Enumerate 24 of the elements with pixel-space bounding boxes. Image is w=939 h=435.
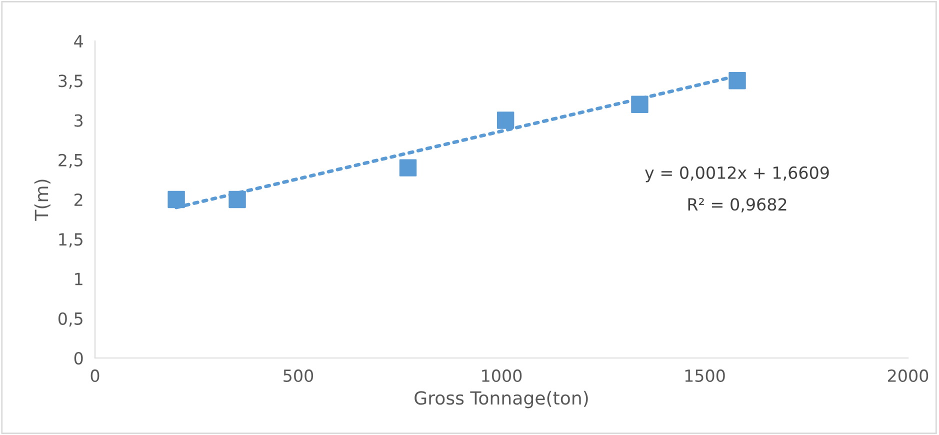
x-tick-label: 0 xyxy=(90,369,100,382)
x-tick-label: 500 xyxy=(284,369,314,382)
annotation: R² = 0,9682 xyxy=(688,198,786,212)
y-tick-label: 1 xyxy=(75,272,82,286)
y-tick-label: 3 xyxy=(74,114,83,127)
y-axis-title: T(m) xyxy=(34,180,50,221)
point xyxy=(496,112,514,129)
point xyxy=(168,190,185,208)
y-tick-label: 4 xyxy=(74,35,83,48)
y-tick-label: 2 xyxy=(74,193,82,206)
x-tick-label: 1500 xyxy=(685,369,725,382)
point xyxy=(728,72,746,90)
point xyxy=(399,159,417,176)
x-tick-label: 1000 xyxy=(482,369,522,382)
annotation: y = 0,0012x + 1,6609 xyxy=(645,166,829,182)
point xyxy=(631,96,648,114)
y-tick-label: 0 xyxy=(74,352,83,365)
y-tick-label: 1,5 xyxy=(59,233,82,248)
x-axis-title: Gross Tonnage(ton) xyxy=(414,390,588,408)
point xyxy=(228,190,246,208)
y-tick-label: 0,5 xyxy=(58,312,82,327)
y-tick-label: 3,5 xyxy=(58,74,82,89)
y-tick-label: 2,5 xyxy=(58,154,82,168)
x-tick-label: 2000 xyxy=(888,369,928,382)
